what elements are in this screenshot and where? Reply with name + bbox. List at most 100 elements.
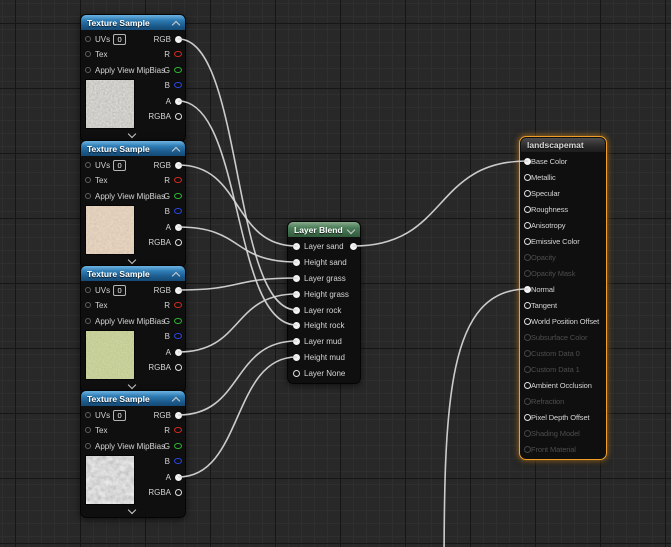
output-pin-r[interactable] xyxy=(174,50,182,58)
uvs-value-box[interactable]: 0 xyxy=(113,33,127,45)
dropdown-chevron-icon[interactable] xyxy=(346,225,356,235)
input-pin-layer-sand[interactable] xyxy=(293,242,300,250)
wire[interactable] xyxy=(443,288,529,547)
input-pin-ambient-occlusion[interactable] xyxy=(524,381,531,389)
output-pin-rgba[interactable] xyxy=(175,488,182,496)
input-pin-emissive-color[interactable] xyxy=(524,237,531,245)
input-label: World Position Offset xyxy=(531,316,600,326)
input-pin-uvs[interactable] xyxy=(85,412,91,418)
input-pin-layer-grass[interactable] xyxy=(293,274,300,282)
output-pin-rgb[interactable] xyxy=(175,411,182,419)
expand-chevron-icon[interactable] xyxy=(127,505,137,515)
wire[interactable] xyxy=(177,226,298,263)
output-pin-g[interactable] xyxy=(174,442,182,450)
output-pin-g[interactable] xyxy=(174,66,182,74)
output-pin-r[interactable] xyxy=(174,426,182,434)
output-pin-r[interactable] xyxy=(174,301,182,309)
expand-chevron-icon[interactable] xyxy=(127,380,137,390)
collapse-chevron-icon[interactable] xyxy=(171,396,181,406)
wire[interactable] xyxy=(177,100,298,326)
output-pin-result[interactable] xyxy=(350,242,357,250)
input-pin-layer-mud[interactable] xyxy=(293,337,300,345)
input-pin-base-color[interactable] xyxy=(524,157,531,165)
output-label: B xyxy=(164,331,170,341)
expand-chevron-icon[interactable] xyxy=(127,255,137,265)
wire[interactable] xyxy=(352,160,529,247)
input-pin-mipbias[interactable] xyxy=(85,193,91,199)
wire[interactable] xyxy=(177,277,298,291)
output-pin-rgba[interactable] xyxy=(175,238,182,246)
input-pin-height-sand[interactable] xyxy=(293,258,300,266)
wire[interactable] xyxy=(177,356,298,478)
output-label: B xyxy=(164,206,170,216)
node-header[interactable]: Texture Sample xyxy=(81,15,185,30)
input-pin-layer-rock[interactable] xyxy=(293,306,300,314)
input-label: Ambient Occlusion xyxy=(531,380,592,390)
uvs-value-box[interactable]: 0 xyxy=(113,409,127,421)
output-pin-b[interactable] xyxy=(174,207,182,215)
input-pin-mipbias[interactable] xyxy=(85,443,91,449)
input-pin-metallic[interactable] xyxy=(524,173,531,181)
collapse-chevron-icon[interactable] xyxy=(171,20,181,30)
input-pin-subsurface-color xyxy=(524,333,531,341)
output-pin-a[interactable] xyxy=(175,223,182,231)
node-header[interactable]: landscapemat xyxy=(521,138,605,152)
input-pin-pixel-depth-offset[interactable] xyxy=(524,413,531,421)
input-pin-specular[interactable] xyxy=(524,189,531,197)
node-header[interactable]: Texture Sample xyxy=(81,141,185,156)
input-label: Subsurface Color xyxy=(531,332,588,342)
wire[interactable] xyxy=(177,340,298,416)
input-pin-height-rock[interactable] xyxy=(293,321,300,329)
node-header[interactable]: Texture Sample xyxy=(81,391,185,406)
input-pin-mipbias[interactable] xyxy=(85,318,91,324)
input-pin-uvs[interactable] xyxy=(85,162,91,168)
output-pin-b[interactable] xyxy=(174,332,182,340)
input-pin-tangent[interactable] xyxy=(524,301,531,309)
layer-blend-node[interactable]: Layer Blend Layer sand Height sand Layer… xyxy=(287,221,361,384)
output-pin-rgba[interactable] xyxy=(175,112,182,120)
uvs-value-box[interactable]: 0 xyxy=(113,284,127,296)
input-pin-uvs[interactable] xyxy=(85,36,91,42)
input-pin-layer-none[interactable] xyxy=(293,369,300,377)
input-pin-tex[interactable] xyxy=(85,427,91,433)
collapse-chevron-icon[interactable] xyxy=(171,271,181,281)
texture-sample-node-4[interactable]: Texture Sample UVs 0 Tex Apply View MipB… xyxy=(80,390,186,518)
output-pin-a[interactable] xyxy=(175,473,182,481)
node-header[interactable]: Layer Blend xyxy=(288,222,360,237)
texture-sample-node-2[interactable]: Texture Sample UVs 0 Tex Apply View MipB… xyxy=(80,140,186,268)
landscapemat-node[interactable]: landscapemat Base Color Metallic Specula… xyxy=(519,136,607,460)
expand-chevron-icon[interactable] xyxy=(127,129,137,139)
output-pin-a[interactable] xyxy=(175,97,182,105)
texture-sample-node-3[interactable]: Texture Sample UVs 0 Tex Apply View MipB… xyxy=(80,265,186,393)
wire[interactable] xyxy=(177,293,298,353)
texture-sample-node-1[interactable]: Texture Sample UVs 0 Tex Apply View MipB… xyxy=(80,14,186,142)
uvs-value-box[interactable]: 0 xyxy=(113,159,127,171)
output-pin-r[interactable] xyxy=(174,176,182,184)
input-pin-tex[interactable] xyxy=(85,177,91,183)
node-header[interactable]: Texture Sample xyxy=(81,266,185,281)
input-label: Tangent xyxy=(531,300,557,310)
output-pin-rgb[interactable] xyxy=(175,286,182,294)
input-pin-uvs[interactable] xyxy=(85,287,91,293)
output-pin-rgba[interactable] xyxy=(175,363,182,371)
output-pin-b[interactable] xyxy=(174,457,182,465)
wire[interactable] xyxy=(177,38,298,311)
input-pin-mipbias[interactable] xyxy=(85,67,91,73)
input-pin-height-mud[interactable] xyxy=(293,353,300,361)
input-pin-tex[interactable] xyxy=(85,51,91,57)
input-pin-roughness[interactable] xyxy=(524,205,531,213)
input-pin-tex[interactable] xyxy=(85,302,91,308)
output-pin-g[interactable] xyxy=(174,317,182,325)
input-pin-normal[interactable] xyxy=(524,285,531,293)
collapse-chevron-icon[interactable] xyxy=(171,146,181,156)
output-pin-rgb[interactable] xyxy=(175,161,182,169)
input-pin-anisotropy[interactable] xyxy=(524,221,531,229)
input-pin-world-position-offset[interactable] xyxy=(524,317,531,325)
output-pin-rgb[interactable] xyxy=(175,35,182,43)
output-pin-g[interactable] xyxy=(174,192,182,200)
output-pin-b[interactable] xyxy=(174,81,182,89)
output-pin-a[interactable] xyxy=(175,348,182,356)
input-pin-height-grass[interactable] xyxy=(293,290,300,298)
wire[interactable] xyxy=(177,164,298,247)
